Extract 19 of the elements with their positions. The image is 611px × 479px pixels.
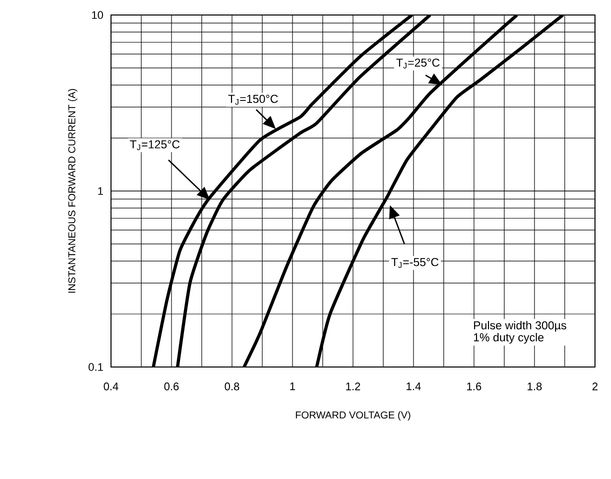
y-axis-title: INSTANTANEOUS FORWARD CURRENT (A) <box>68 89 78 293</box>
y-tick-label: 0.1 <box>88 363 103 371</box>
x-tick-label: 1.2 <box>346 382 360 390</box>
y-tick-label: 10 <box>92 11 104 19</box>
x-axis-title: FORWARD VOLTAGE (V) <box>296 411 410 420</box>
x-tick-label: 0.4 <box>104 382 118 390</box>
text: T$_{J}$=125°C <box>130 140 180 150</box>
x-tick-label: 0.6 <box>164 382 179 390</box>
series-label: T$_{J}$=25°C <box>396 58 440 68</box>
x-tick-label: 1.8 <box>528 382 542 390</box>
annotation: Pulse width 300µs 1% duty cycle <box>474 320 566 344</box>
x-tick-label: 1.4 <box>406 382 421 390</box>
x-tick-label: 1 <box>290 382 296 390</box>
y-tick-label: 1 <box>98 187 103 195</box>
x-tick-label: 1.6 <box>467 382 482 390</box>
series-label: T$_{J}$=150°C <box>228 94 278 105</box>
text: T$_{J}$=-55°C <box>391 258 438 268</box>
x-tick-label: 0.8 <box>224 382 240 390</box>
x-tick-label: 2 <box>592 382 598 390</box>
